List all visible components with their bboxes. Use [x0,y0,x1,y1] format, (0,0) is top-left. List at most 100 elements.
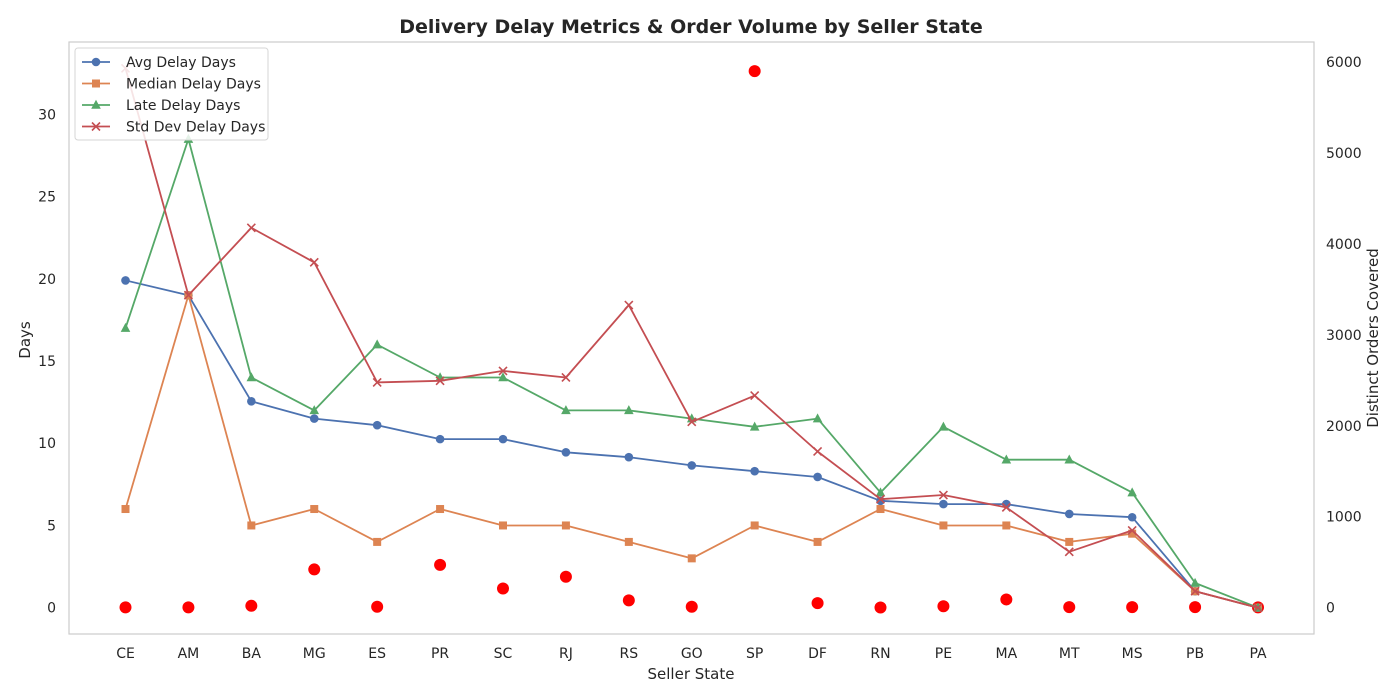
series-point [435,434,445,444]
y-tick-label: 25 [38,190,56,206]
chart-title: Delivery Delay Metrics & Order Volume by… [399,16,983,38]
series-point [1064,547,1074,557]
series-point [938,421,949,431]
orders-point [497,582,509,595]
legend-item: Late Delay Days [82,98,240,114]
x-tick-label: CE [116,646,135,662]
orders-point [434,558,447,571]
series-point [498,366,508,376]
x-tick-label: MT [1059,646,1080,662]
series-point [1001,454,1012,464]
y2-tick-label: 6000 [1326,55,1362,71]
x-tick-label: PB [1186,646,1204,662]
y2-tick-label: 0 [1326,601,1335,617]
series-point [1128,529,1137,538]
x-tick-label: RJ [559,646,573,662]
legend-item: Std Dev Delay Days [82,120,265,136]
series-point [939,499,948,509]
x-tick-label: MG [303,646,326,662]
legend-item: Median Delay Days [82,77,261,93]
series-point [624,300,634,310]
legend-item: Avg Delay Days [82,55,236,71]
y-tick-label: 10 [38,436,56,452]
orders-scatter [119,65,1264,614]
series-point [561,447,571,457]
series-point [687,417,697,427]
series-point [561,521,570,530]
orders-point [1063,601,1076,614]
series-point [246,223,256,233]
series-point [938,490,948,500]
series-point [309,257,319,267]
series-point [247,521,256,530]
x-tick-label: MS [1122,646,1143,662]
series-point [1064,509,1074,519]
legend-label: Std Dev Delay Days [126,120,265,136]
x-tick-label: DF [808,646,827,662]
orders-point [937,600,950,613]
series-point [624,452,634,462]
orders-point [1000,593,1013,606]
series-point [812,413,823,423]
legend-label: Median Delay Days [126,77,261,93]
series-line [124,68,1259,609]
series-point [939,521,948,530]
series-point [750,521,759,530]
series-point [1127,525,1137,535]
series-point [372,420,382,430]
legend-marker [91,99,101,109]
legend-marker [91,121,101,132]
series-point [561,372,571,383]
x-tick-label: ES [368,646,386,662]
series-point [246,372,257,382]
orders-point [874,601,887,614]
orders-point [371,600,384,613]
series-point [499,521,507,530]
x-tick-label: SP [746,646,763,662]
x-axis-label: Seller State [648,665,735,683]
x-tick-label: RN [870,646,890,662]
series-point [435,376,445,386]
orders-point [1126,601,1139,614]
orders-point [559,570,572,583]
series-point [498,434,508,444]
x-tick-label: PA [1249,646,1267,662]
x-tick-label: BA [242,646,262,662]
series-point [813,537,822,546]
series-point [1127,512,1137,522]
y-tick-label: 30 [38,107,56,123]
y2-tick-label: 4000 [1326,237,1362,253]
y-tick-label: 20 [38,272,56,288]
series-point [749,421,760,431]
orders-point [308,563,321,576]
y-axis-label: Days [16,321,34,359]
series-point [624,405,634,415]
orders-point [811,597,824,610]
series-point [561,405,571,415]
series-point [750,390,760,401]
series-point [1001,502,1011,512]
series-point [183,290,193,300]
series-point [372,339,382,349]
orders-point [622,594,635,607]
series-point [309,414,319,423]
plot-frame [68,41,1315,635]
legend-marker [92,79,100,88]
y2-tick-label: 5000 [1326,146,1362,162]
y2-axis-label: Distinct Orders Covered [1364,248,1382,428]
series-point [121,276,130,285]
series-point [372,377,382,387]
x-tick-label: GO [681,646,703,662]
series-point [121,505,130,514]
y2-axis-ticks: 0 1000 2000 3000 4000 5000 6000 [1326,55,1362,617]
series-point [373,537,382,546]
y-axis-ticks: 0 5 10 15 20 25 30 [38,107,56,616]
y2-tick-label: 3000 [1326,328,1362,344]
series-point [813,446,823,457]
series-point [876,505,885,514]
series-point [1002,521,1011,530]
y-tick-label: 0 [47,601,56,617]
x-tick-label: MA [996,646,1018,662]
series-point [310,505,319,514]
series-point [309,405,320,415]
